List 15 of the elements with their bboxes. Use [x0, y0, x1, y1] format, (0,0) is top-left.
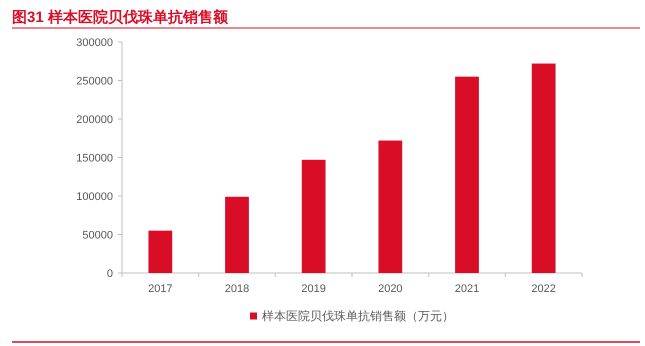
y-tick-label: 300000: [76, 37, 113, 49]
x-tick-label: 2021: [454, 283, 480, 295]
x-tick-label: 2019: [301, 283, 326, 295]
y-tick-label: 200000: [76, 114, 113, 126]
x-tick-label: 2022: [531, 283, 556, 295]
y-tick-label: 0: [106, 268, 113, 280]
legend: 样本医院贝伐珠单抗销售额（万元）: [250, 309, 454, 323]
x-tick-label: 2017: [148, 283, 173, 295]
y-tick-label: 250000: [76, 76, 113, 88]
x-tick-label: 2018: [224, 283, 250, 295]
x-tick-label: 2020: [378, 283, 403, 295]
title: 图31 样本医院贝伐珠单抗销售额: [12, 9, 228, 26]
y-tick-label: 150000: [76, 152, 113, 164]
y-tick-label: 100000: [76, 191, 113, 203]
y-tick-label: 50000: [82, 230, 113, 242]
